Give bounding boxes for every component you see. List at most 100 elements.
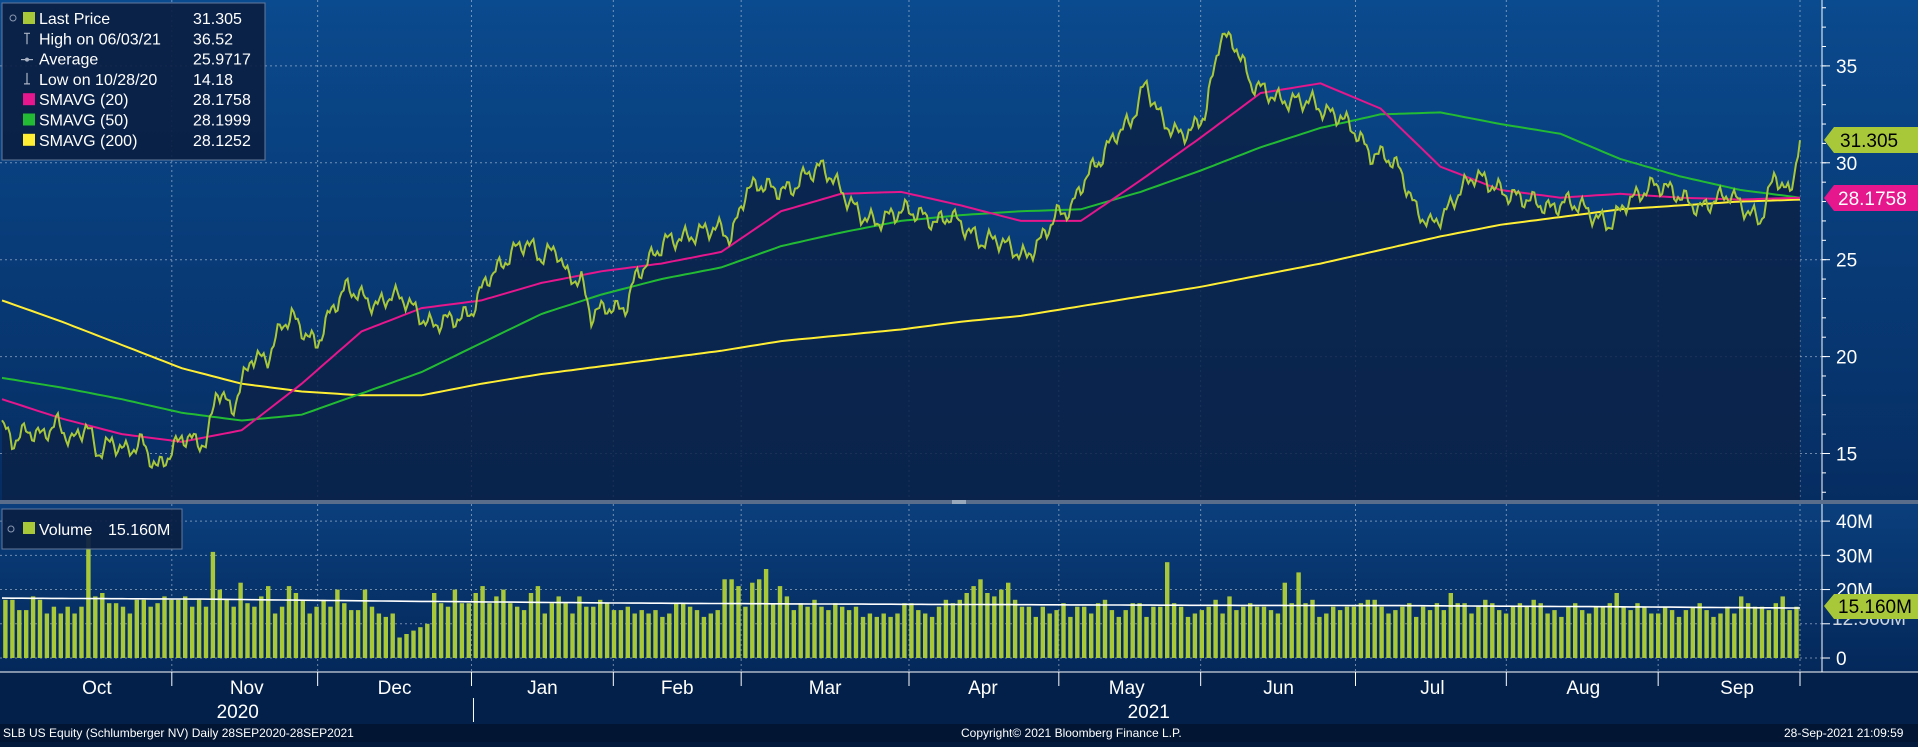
volume-bar — [1524, 606, 1529, 658]
high-marker-icon — [24, 32, 30, 45]
volume-bar — [1538, 603, 1543, 658]
volume-bar — [708, 613, 713, 658]
legend-toggle-icon[interactable] — [9, 14, 17, 22]
volume-bar — [681, 603, 686, 658]
volume-bar — [307, 613, 312, 658]
volume-bar — [1690, 606, 1695, 658]
month-label-jul: Jul — [1420, 678, 1444, 699]
average-marker-dot — [25, 57, 29, 62]
legend-label-0: Last Price — [39, 11, 110, 28]
volume-bar — [757, 579, 762, 658]
volume-bar — [459, 603, 465, 658]
volume-bar — [1089, 613, 1094, 658]
month-label-apr: Apr — [968, 678, 998, 699]
volume-bar — [1427, 610, 1433, 658]
volume-bar — [743, 606, 748, 658]
volume-bar — [44, 613, 50, 658]
volume-bar — [1047, 613, 1052, 658]
volume-bar — [763, 569, 769, 658]
volume-bar — [1780, 596, 1785, 658]
volume-bar — [362, 589, 368, 658]
volume-bar — [107, 603, 112, 658]
volume-bar — [1144, 616, 1149, 658]
volume-bar — [418, 627, 423, 658]
month-label-may: May — [1109, 678, 1145, 699]
volume-bar — [770, 603, 776, 658]
sma200-line — [1, 198, 1801, 397]
volume-bar — [1773, 603, 1778, 658]
volume-bar — [252, 606, 257, 658]
volume-bar — [1732, 613, 1737, 658]
month-label-sep: Sep — [1720, 678, 1754, 699]
volume-bar — [1344, 606, 1350, 658]
volume-bar — [501, 589, 506, 658]
volume-bar — [1683, 610, 1689, 658]
volume-bar — [3, 599, 8, 658]
volume-bar — [120, 606, 126, 658]
volume-legend-toggle-icon[interactable] — [7, 525, 15, 533]
volume-tick-label-30: 30M — [1836, 546, 1873, 567]
volume-bar — [791, 610, 796, 658]
legend-swatch-4 — [23, 93, 35, 106]
volume-bar — [950, 603, 956, 658]
sma20-badge-shape — [1824, 185, 1918, 211]
month-label-aug: Aug — [1566, 678, 1600, 699]
volume-bar — [1123, 610, 1128, 658]
volume-bar — [1545, 613, 1550, 658]
volume-bar — [1766, 610, 1772, 658]
volume-bar — [210, 551, 216, 658]
volume-bar — [549, 603, 554, 658]
last-price-line — [1, 30, 1801, 470]
volume-bar — [328, 606, 333, 658]
volume-bar — [1289, 603, 1294, 658]
volume-bar — [1593, 606, 1599, 658]
volume-bar — [24, 610, 29, 658]
volume-bar — [203, 606, 209, 658]
volume-bar — [1227, 596, 1232, 658]
volume-bar — [473, 593, 478, 658]
volume-bar — [1095, 603, 1101, 658]
volume-bar — [1759, 606, 1765, 658]
volume-bar — [639, 610, 644, 658]
volume-bar — [667, 613, 672, 658]
volume-bar — [155, 603, 160, 658]
volume-bar — [736, 586, 741, 658]
volume-bar — [30, 596, 36, 658]
volume-bar — [1642, 606, 1647, 658]
volume-bar — [556, 596, 561, 658]
price-tick-label-25: 25 — [1836, 251, 1857, 272]
volume-bar — [1379, 606, 1384, 658]
volume-tick-label-0: 0 — [1836, 649, 1847, 670]
volume-bar — [860, 616, 866, 658]
volume-bar — [515, 606, 520, 658]
legend-value-2: 25.9717 — [193, 52, 251, 69]
volume-bar — [1261, 606, 1267, 658]
volume-bar — [1483, 599, 1488, 658]
footer-right-text: 28-Sep-2021 21:09:59 — [1784, 726, 1904, 740]
volume-badge-text: 15.160M — [1838, 597, 1912, 618]
volume-bar — [909, 603, 914, 658]
volume-bar — [563, 603, 568, 658]
price-tick-label-20: 20 — [1836, 348, 1857, 369]
volume-bar — [1268, 610, 1274, 658]
volume-bar — [701, 616, 707, 658]
volume-bar — [231, 606, 236, 658]
volume-bar — [293, 593, 299, 658]
volume-bar — [1607, 603, 1612, 658]
sma20-badge-text: 28.1758 — [1838, 189, 1907, 210]
volume-bar — [1745, 603, 1751, 658]
volume-bar — [535, 586, 541, 658]
volume-bar — [1337, 610, 1343, 658]
volume-bar — [985, 593, 990, 658]
volume-bar — [134, 599, 139, 658]
volume-bar — [272, 613, 278, 658]
volume-bar — [1372, 599, 1377, 658]
last-price-badge-shape — [1824, 127, 1918, 153]
panel-divider-handle[interactable] — [952, 500, 966, 504]
volume-bar — [1171, 603, 1177, 658]
volume-bar — [881, 613, 886, 658]
volume-bar — [521, 610, 527, 658]
volume-bar — [653, 610, 658, 658]
volume-bar — [190, 606, 195, 658]
volume-bar — [674, 603, 679, 658]
